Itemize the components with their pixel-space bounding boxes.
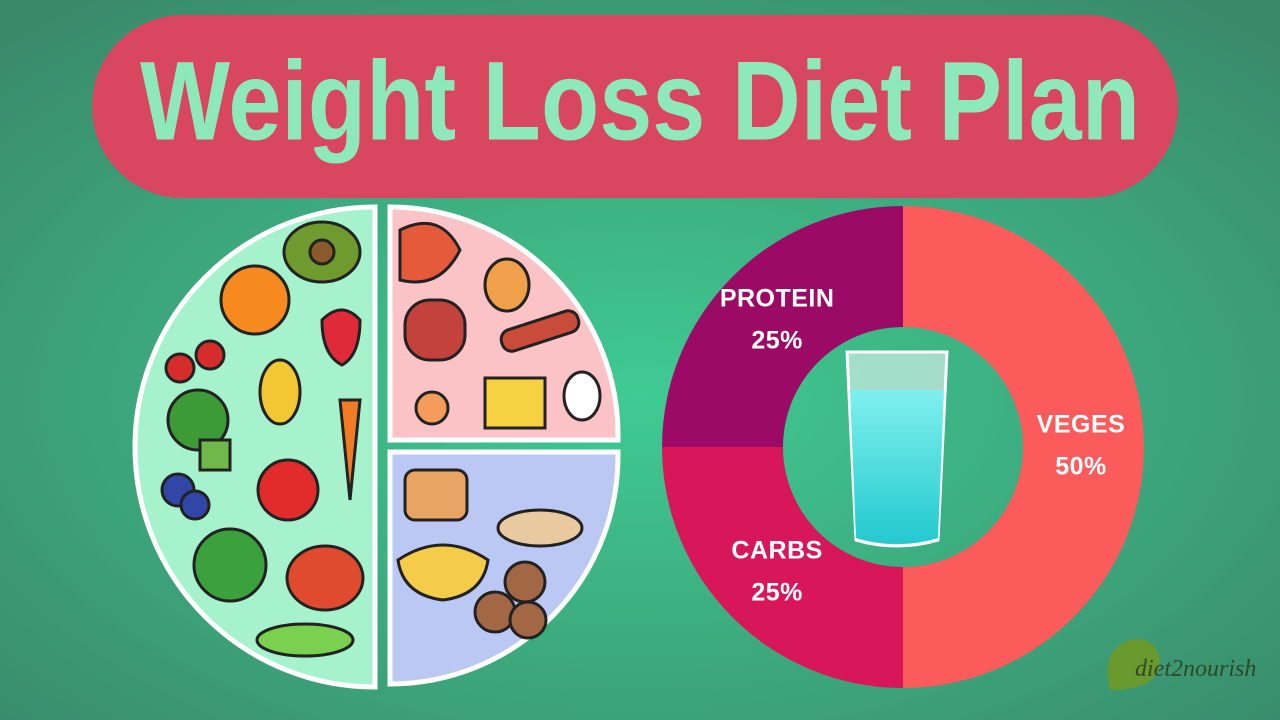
donut-slice [903, 206, 1144, 688]
water-glass [845, 350, 949, 548]
donut-slice [662, 447, 903, 688]
slice-category-label: CARBS [731, 536, 822, 564]
slice-category-label: VEGES [1037, 411, 1126, 439]
logo: diet2nourish [1107, 639, 1256, 690]
slice-value-label: 50% [1055, 453, 1107, 481]
chart-title: Weight Loss Diet Plan [140, 39, 1140, 164]
slice-category-label: PROTEIN [720, 285, 835, 313]
logo-text: diet2nourish [1135, 656, 1256, 682]
slice-value-label: 25% [751, 578, 803, 606]
donut-chart: VEGES 50% CARBS 25% PROTEIN 25% [662, 206, 1144, 688]
donut-slice [662, 206, 903, 447]
title-banner [92, 15, 1178, 198]
plate-illustration [132, 204, 621, 690]
slice-value-label: 25% [751, 327, 803, 355]
